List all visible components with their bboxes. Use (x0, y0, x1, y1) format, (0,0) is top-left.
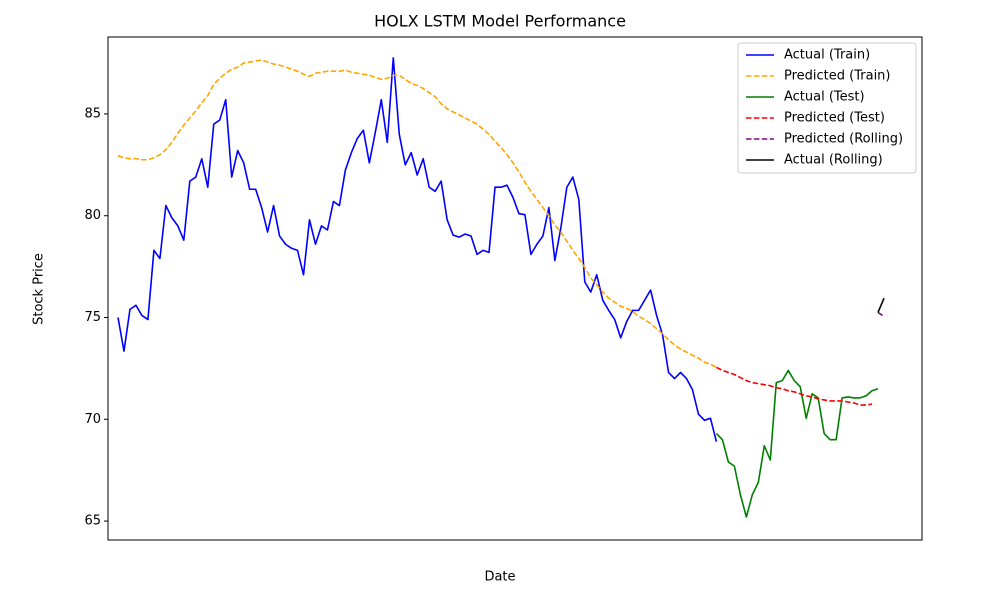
legend-label: Predicted (Rolling) (784, 132, 903, 147)
series-line (877, 297, 885, 313)
series-line (716, 366, 873, 406)
y-tick-label: 80 (84, 208, 101, 223)
plot-frame (107, 36, 923, 541)
series-line (117, 59, 717, 369)
legend-label: Predicted (Test) (784, 111, 885, 126)
y-tick-label: 85 (84, 106, 101, 121)
chart-title: HOLX LSTM Model Performance (374, 12, 626, 31)
legend-label: Actual (Train) (784, 48, 870, 63)
legend-label: Actual (Rolling) (784, 153, 883, 168)
series-line (715, 369, 879, 518)
legend-label: Predicted (Train) (784, 69, 891, 84)
y-tick-label: 70 (84, 412, 101, 427)
legend-box (737, 42, 917, 174)
y-tick-label: 75 (84, 310, 101, 325)
series-line (117, 57, 718, 442)
x-axis-label: Date (484, 570, 515, 585)
legend-label: Actual (Test) (784, 90, 865, 105)
legend: Actual (Train) Predicted (Train) Actual (T… (737, 42, 917, 174)
series-line (877, 311, 885, 318)
y-tick-label: 65 (84, 514, 101, 529)
y-axis-label: Stock Price (32, 253, 47, 325)
